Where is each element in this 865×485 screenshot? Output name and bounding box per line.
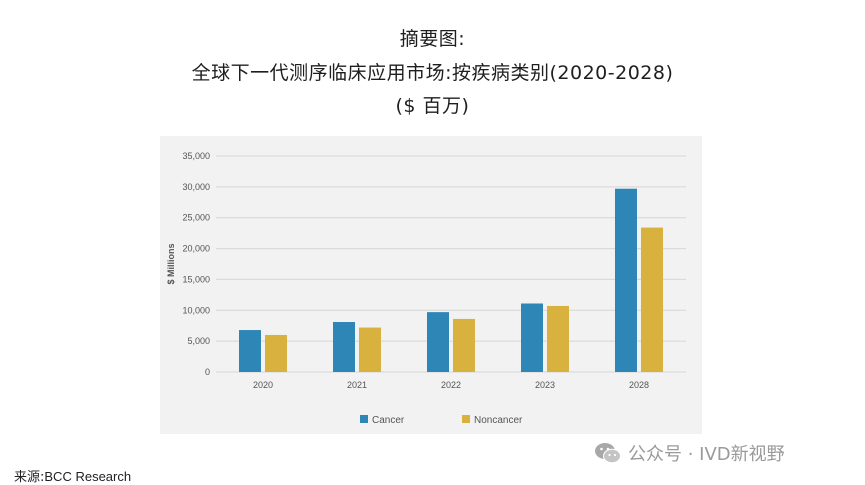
bar-cancer-2020 (239, 330, 261, 372)
x-tick-label: 2028 (629, 380, 649, 390)
y-tick-label: 5,000 (187, 336, 210, 346)
y-tick-label: 20,000 (182, 244, 210, 254)
bar-cancer-2028 (615, 188, 637, 372)
bar-noncancer-2028 (641, 227, 663, 372)
legend-swatch-cancer (360, 415, 368, 423)
watermark-text: 公众号 · IVD新视野 (628, 444, 785, 465)
legend-label-cancer: Cancer (372, 415, 405, 426)
chart-panel: 0 5,000 10,000 15,000 20,000 25,000 30,000 35,0… (160, 136, 702, 434)
wechat-icon (595, 443, 621, 464)
gridlines (216, 155, 686, 373)
x-axis-ticks: 2020 2021 2022 2023 2028 (253, 380, 649, 390)
source-value: BCC Research (44, 469, 132, 484)
y-axis-ticks: 0 5,000 10,000 15,000 20,000 25,000 30,000 35,0… (182, 151, 210, 377)
legend: Cancer Noncancer (360, 415, 523, 426)
bar-noncancer-2021 (359, 327, 381, 372)
x-tick-label: 2020 (253, 380, 273, 390)
watermark: 公众号 · IVD新视野 (594, 440, 785, 466)
legend-swatch-noncancer (462, 415, 470, 423)
bar-noncancer-2022 (453, 318, 475, 372)
bar-noncancer-2023 (547, 305, 569, 372)
y-tick-label: 30,000 (182, 182, 210, 192)
bar-cancer-2022 (427, 312, 449, 372)
y-tick-label: 10,000 (182, 305, 210, 315)
source-label: 来源: (14, 470, 45, 485)
y-tick-label: 15,000 (182, 274, 210, 284)
chart-title-line-2: 全球下一代测序临床应用市场:按疾病类别(2020-2028) (191, 62, 674, 84)
chart-title-line-3: ($ 百万) (395, 95, 470, 117)
y-tick-label: 35,000 (182, 151, 210, 161)
bar-noncancer-2020 (265, 334, 287, 372)
y-axis-title: $ Millions (166, 243, 176, 284)
legend-label-noncancer: Noncancer (474, 415, 523, 426)
bar-cancer-2021 (333, 322, 355, 372)
source-note: 来源:BCC Research (14, 466, 131, 485)
x-tick-label: 2021 (347, 380, 367, 390)
bar-cancer-2023 (521, 303, 543, 372)
y-tick-label: 0 (205, 367, 210, 377)
bars (239, 188, 663, 372)
x-tick-label: 2022 (441, 380, 461, 390)
x-tick-label: 2023 (535, 380, 555, 390)
bar-chart: 0 5,000 10,000 15,000 20,000 25,000 30,000 35,0… (166, 151, 686, 426)
chart-title-line-1: 摘要图: (399, 28, 466, 50)
y-tick-label: 25,000 (182, 213, 210, 223)
